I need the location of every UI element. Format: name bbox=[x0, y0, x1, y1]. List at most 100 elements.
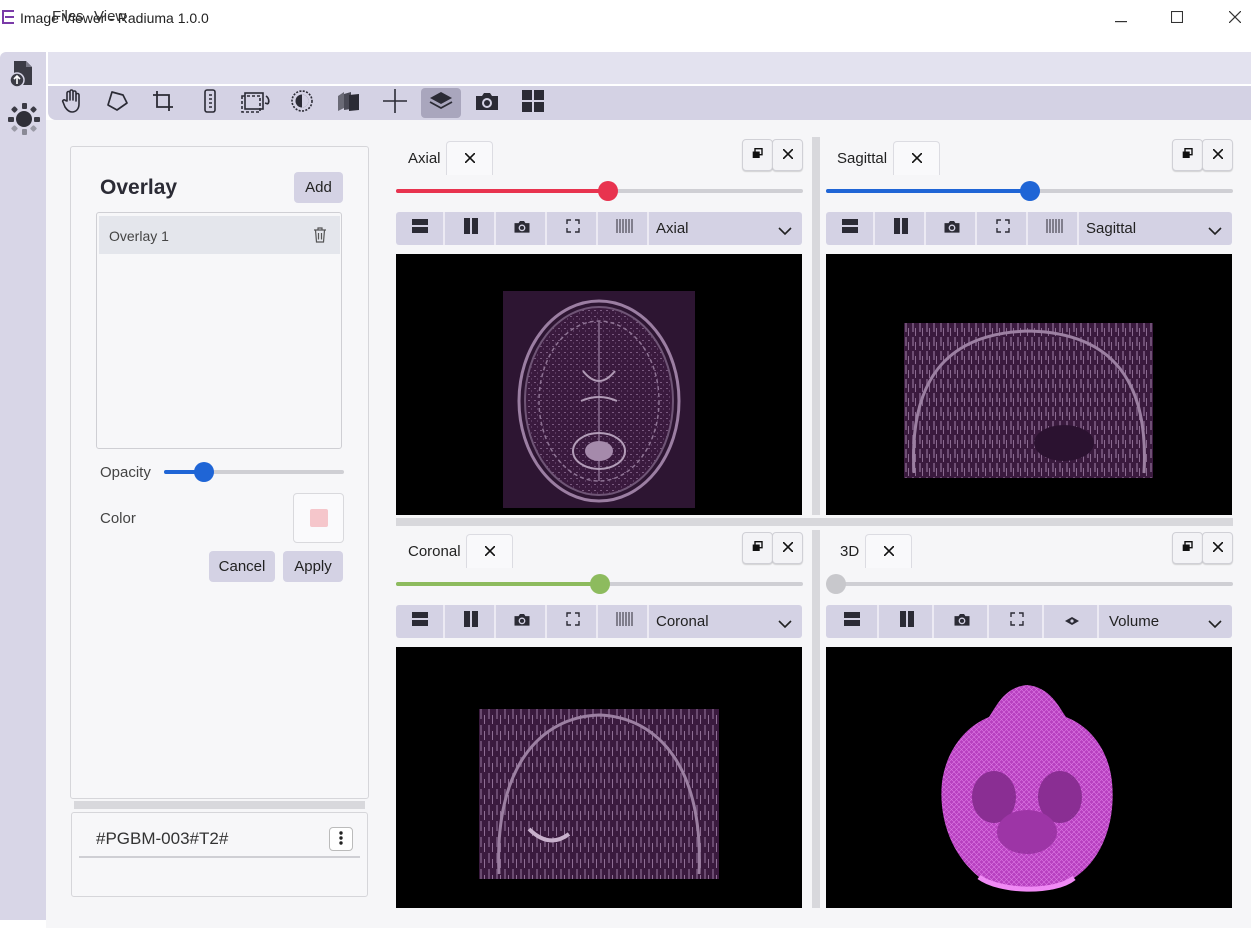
pan-hand-icon bbox=[61, 88, 83, 118]
coronal-slice-image bbox=[479, 709, 719, 879]
processing-wheel-icon[interactable] bbox=[7, 102, 41, 136]
coronal-slice-slider-handle[interactable] bbox=[589, 574, 610, 594]
axial-viewport[interactable] bbox=[396, 254, 802, 515]
sagittal-detach-button[interactable] bbox=[1172, 139, 1203, 171]
coronal-viewport[interactable] bbox=[396, 647, 802, 908]
cancel-button[interactable]: Cancel bbox=[209, 551, 275, 582]
apply-button[interactable]: Apply bbox=[283, 551, 343, 582]
close-icon bbox=[463, 150, 476, 168]
threed-tab-label[interactable]: 3D bbox=[840, 543, 860, 560]
coronal-close-button[interactable] bbox=[772, 532, 803, 564]
axial-split-horizontal-button[interactable] bbox=[396, 212, 445, 245]
threed-close-button[interactable] bbox=[1202, 532, 1233, 564]
window-title: Image Viewer - Radiuma 1.0.0 bbox=[20, 10, 209, 26]
sagittal-split-vertical-button[interactable] bbox=[877, 212, 926, 245]
axial-tab-close-button[interactable] bbox=[446, 141, 493, 175]
trash-icon[interactable] bbox=[311, 226, 329, 244]
series-more-button[interactable] bbox=[329, 827, 353, 851]
layout-tool-button[interactable] bbox=[513, 88, 553, 118]
sagittal-fullscreen-button[interactable] bbox=[979, 212, 1028, 245]
opacity-slider-track[interactable] bbox=[164, 470, 344, 474]
sagittal-close-button[interactable] bbox=[1202, 139, 1233, 171]
close-icon bbox=[781, 146, 794, 164]
coronal-tab-label[interactable]: Coronal bbox=[408, 543, 461, 560]
fullscreen-icon bbox=[565, 612, 580, 631]
chevron-down-icon[interactable] bbox=[778, 616, 792, 634]
axial-view-select-value[interactable]: Axial bbox=[656, 220, 689, 237]
chevron-down-icon[interactable] bbox=[1208, 616, 1222, 634]
threed-slider-track[interactable] bbox=[826, 582, 1233, 586]
stack-tool-button[interactable] bbox=[328, 88, 368, 118]
axial-tab-label[interactable]: Axial bbox=[408, 150, 441, 167]
maximize-button[interactable] bbox=[1148, 0, 1206, 37]
threed-fullscreen-button[interactable] bbox=[991, 605, 1044, 638]
coronal-snapshot-button[interactable] bbox=[498, 605, 547, 638]
sagittal-viewport[interactable] bbox=[826, 254, 1232, 515]
crosshair-tool-button[interactable] bbox=[375, 88, 415, 118]
coronal-slice-bars-button[interactable] bbox=[600, 605, 649, 638]
threed-tab-close-button[interactable] bbox=[865, 534, 912, 568]
horizontal-splitter[interactable] bbox=[396, 518, 1233, 526]
camera-icon bbox=[474, 90, 500, 117]
minimize-button[interactable] bbox=[1092, 0, 1150, 37]
chevron-down-icon[interactable] bbox=[778, 223, 792, 241]
menu-files[interactable]: Files bbox=[52, 8, 84, 25]
close-window-button[interactable] bbox=[1206, 0, 1251, 37]
coronal-tab-close-button[interactable] bbox=[466, 534, 513, 568]
axial-snapshot-button[interactable] bbox=[498, 212, 547, 245]
sagittal-view-select-value[interactable]: Sagittal bbox=[1086, 220, 1137, 237]
restore-window-icon bbox=[1182, 146, 1193, 164]
coronal-detach-button[interactable] bbox=[742, 532, 773, 564]
coronal-split-horizontal-button[interactable] bbox=[396, 605, 445, 638]
threed-split-horizontal-button[interactable] bbox=[826, 605, 879, 638]
layers-tool-button[interactable] bbox=[421, 88, 461, 118]
axial-slice-bars-button[interactable] bbox=[600, 212, 649, 245]
toolbar bbox=[48, 86, 1251, 120]
opacity-slider-handle[interactable] bbox=[193, 462, 214, 482]
close-icon bbox=[781, 539, 794, 557]
menu-view[interactable]: View bbox=[94, 8, 127, 25]
axial-close-button[interactable] bbox=[772, 139, 803, 171]
axial-fullscreen-button[interactable] bbox=[549, 212, 598, 245]
app-logo-icon bbox=[2, 9, 16, 25]
sagittal-tab-label[interactable]: Sagittal bbox=[837, 150, 888, 167]
chevron-down-icon[interactable] bbox=[1208, 223, 1222, 241]
overlay-list-item[interactable] bbox=[99, 216, 340, 254]
volume-rendering bbox=[934, 682, 1120, 897]
left-panel-splitter[interactable] bbox=[74, 801, 365, 809]
threed-detach-button[interactable] bbox=[1172, 532, 1203, 564]
fullscreen-icon bbox=[995, 219, 1010, 238]
axial-slice-slider-handle[interactable] bbox=[597, 181, 618, 201]
coronal-split-vertical-button[interactable] bbox=[447, 605, 496, 638]
vertical-splitter-bottom[interactable] bbox=[812, 530, 820, 908]
add-overlay-button[interactable]: Add bbox=[294, 172, 343, 203]
threed-slider-handle[interactable] bbox=[826, 574, 846, 594]
sagittal-snapshot-button[interactable] bbox=[928, 212, 977, 245]
axial-detach-button[interactable] bbox=[742, 139, 773, 171]
sagittal-tab-close-button[interactable] bbox=[893, 141, 940, 175]
axial-split-vertical-button[interactable] bbox=[447, 212, 496, 245]
sagittal-split-horizontal-button[interactable] bbox=[826, 212, 875, 245]
rotate-tool-button[interactable] bbox=[236, 88, 276, 118]
pan-tool-button[interactable] bbox=[52, 88, 92, 118]
threed-rotate-button[interactable] bbox=[1046, 605, 1099, 638]
maximize-icon bbox=[1170, 10, 1184, 28]
vertical-splitter-top[interactable] bbox=[812, 137, 820, 515]
polygon-tool-button[interactable] bbox=[97, 88, 137, 118]
threed-view-select-value[interactable]: Volume bbox=[1109, 613, 1160, 630]
sagittal-slice-bars-button[interactable] bbox=[1030, 212, 1079, 245]
overlay-title: Overlay bbox=[100, 176, 178, 199]
split-vertical-icon bbox=[463, 218, 478, 239]
coronal-view-select-value[interactable]: Coronal bbox=[656, 613, 709, 630]
coronal-fullscreen-button[interactable] bbox=[549, 605, 598, 638]
contrast-tool-button[interactable] bbox=[282, 88, 322, 118]
threed-split-vertical-button[interactable] bbox=[881, 605, 934, 638]
threed-snapshot-button[interactable] bbox=[936, 605, 989, 638]
threed-viewport[interactable] bbox=[826, 647, 1232, 908]
crop-tool-button[interactable] bbox=[143, 88, 183, 118]
grid-icon bbox=[521, 89, 545, 118]
import-file-icon[interactable] bbox=[8, 59, 36, 89]
ruler-tool-button[interactable] bbox=[190, 88, 230, 118]
sagittal-slice-slider-handle[interactable] bbox=[1019, 181, 1040, 201]
snapshot-tool-button[interactable] bbox=[467, 88, 507, 118]
